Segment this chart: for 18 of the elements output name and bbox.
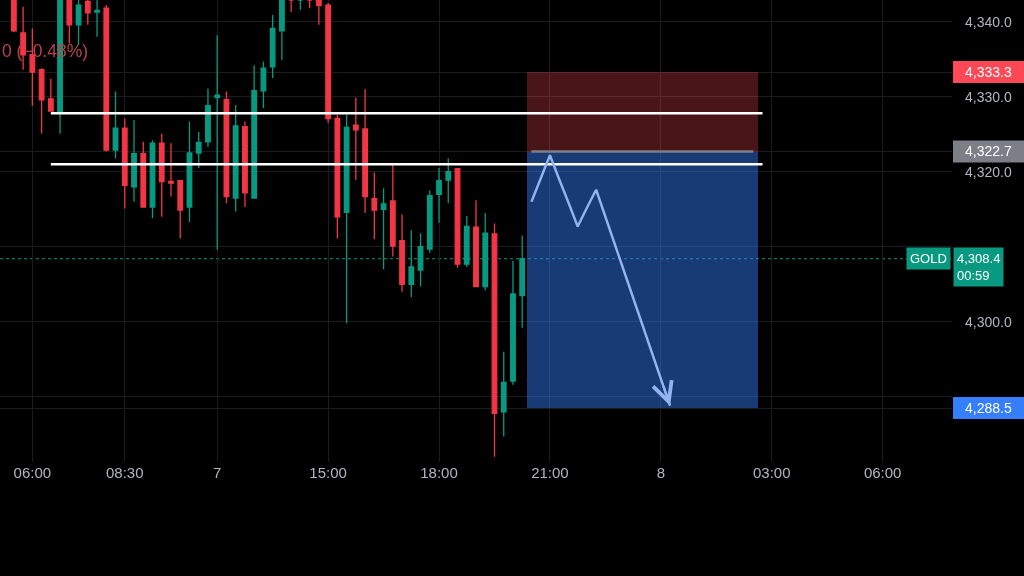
x-tick-label: 03:00 xyxy=(753,464,791,481)
x-tick-label: 7 xyxy=(213,464,222,481)
y-tick-label: 4,288.5 xyxy=(965,399,1012,416)
x-tick-label: 18:00 xyxy=(420,464,458,481)
x-tick-label: 06:00 xyxy=(13,464,52,481)
x-tick-label: 08:30 xyxy=(106,464,144,481)
x-tick-label: 8 xyxy=(656,464,666,481)
y-tick-label: 4,330.0 xyxy=(965,88,1012,105)
y-tick-label: 4,322.7 xyxy=(965,143,1012,160)
x-tick-label: 21:00 xyxy=(531,464,569,481)
y-tick-label: 4,333.3 xyxy=(965,63,1012,80)
y-tick-label: 4,340.0 xyxy=(965,13,1012,30)
y-tick-label: 4,300.0 xyxy=(965,313,1012,330)
text: GOLD xyxy=(910,251,947,266)
x-tick-label: 15:00 xyxy=(309,464,347,481)
ref-line-label: 4,308.4 00:59 xyxy=(957,251,1001,283)
y-tick-label: 4,320.0 xyxy=(965,163,1012,180)
x-tick-label: 06:00 xyxy=(863,464,902,481)
